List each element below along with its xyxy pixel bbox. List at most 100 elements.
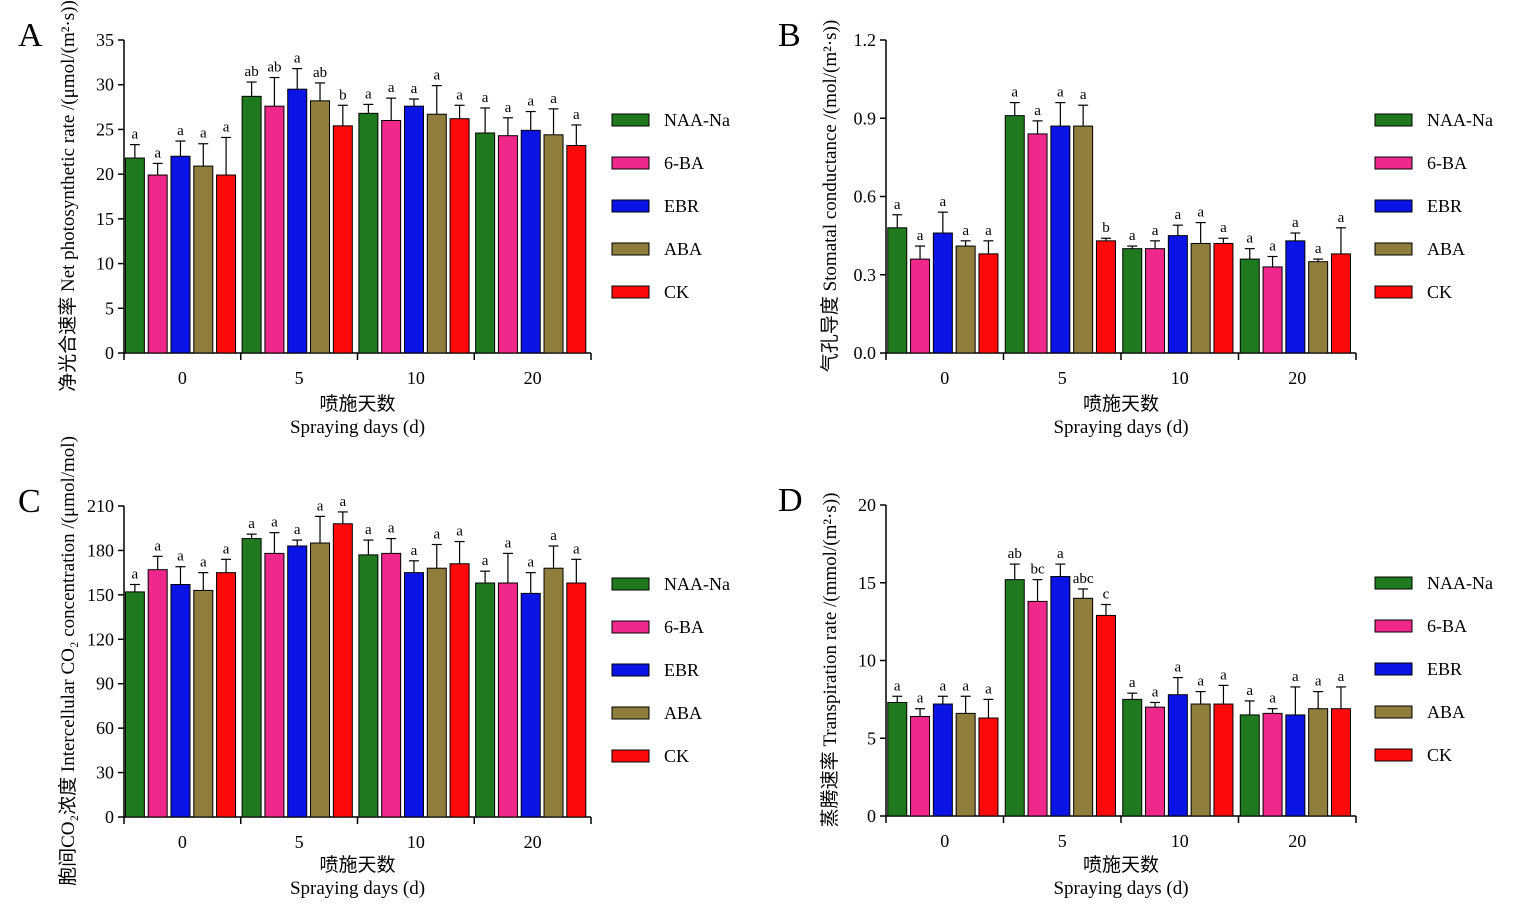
y-tick-label: 0 [105,807,114,827]
bar [475,132,496,354]
legend-label: 6-BA [1427,616,1467,636]
bar [955,245,976,354]
significance-label: a [940,678,947,694]
y-tick-label: 0.9 [854,108,877,128]
bar [1027,600,1048,817]
bar [932,232,953,354]
bar [1050,125,1071,354]
legend-swatch [611,706,650,720]
y-tick-label: 180 [87,540,114,560]
panel-letter: B [778,17,801,54]
bar [1004,115,1025,354]
x-tick-label: 5 [295,832,304,852]
y-tick-label: 10 [858,651,876,671]
x-tick-label: 0 [940,831,949,851]
bar [1190,242,1211,354]
x-axis-title-en: Spraying days (d) [290,417,425,438]
bar [1262,266,1283,354]
significance-label: a [433,68,440,84]
significance-label: a [962,223,969,239]
bar [1145,248,1166,354]
bar [147,174,168,354]
bar [1004,579,1025,817]
significance-label: a [550,91,557,107]
y-tick-label: 30 [96,763,114,783]
significance-label: a [294,51,301,67]
y-tick-label: 35 [96,30,114,50]
significance-label: a [1129,228,1136,244]
significance-label: a [411,543,418,559]
significance-label: a [200,555,207,571]
y-tick-label: 5 [105,298,114,318]
bar [1213,703,1234,817]
significance-label: a [1246,231,1253,247]
x-axis-title-cn: 喷施天数 [319,393,395,415]
bar [332,125,353,354]
bar [449,563,470,818]
significance-label: a [154,145,161,161]
significance-label: bc [1030,562,1045,578]
bar [543,134,564,354]
bar [1213,242,1234,354]
y-axis-title: 蒸腾速率 Transpiration rate /(mmol/(m²·s)) [819,493,841,828]
bar [932,703,953,817]
legend-label: EBR [664,196,699,216]
bar [310,542,331,818]
legend-label: 6-BA [664,617,704,637]
significance-label: a [1269,238,1276,254]
legend-label: 6-BA [664,153,704,173]
significance-label: a [411,81,418,97]
significance-label: a [1057,85,1064,101]
significance-label: a [456,524,463,540]
bar [978,253,999,354]
significance-label: a [248,516,255,532]
bar [1308,708,1329,817]
y-tick-label: 0.0 [854,343,877,363]
bar [147,569,168,818]
y-tick-label: 120 [87,629,114,649]
legend-swatch [611,156,650,170]
legend-label: CK [664,746,689,766]
bar [426,567,447,818]
y-tick-label: 0 [105,343,114,363]
x-tick-label: 20 [1288,368,1306,388]
significance-label: a [482,90,489,106]
legend-label: EBR [664,660,699,680]
significance-label: b [1102,220,1110,236]
x-axis-title-en: Spraying days (d) [1053,878,1188,899]
bar [358,554,379,818]
significance-label: a [1011,85,1018,101]
y-tick-label: 20 [96,164,114,184]
legend-label: ABA [664,239,702,259]
y-axis-title-cn: 气孔导度 [819,291,841,372]
bar [475,582,496,818]
significance-label: a [433,527,440,543]
bar [264,552,285,818]
y-axis-title: 气孔导度 Stomatal conductance /(mol/(m²·s)) [819,20,841,372]
bar [170,583,191,818]
y-axis-title-cn: 净光合速率 [57,292,79,392]
legend-label: ABA [1427,239,1465,259]
y-axis-title-cn: 胞间CO₂浓度 [57,772,79,886]
y-tick-label: 25 [96,119,114,139]
significance-label: a [985,681,992,697]
y-tick-label: 30 [96,75,114,95]
bar [1073,125,1094,354]
bar [287,88,308,354]
significance-label: a [917,691,924,707]
bar [287,545,308,818]
significance-label: a [177,549,184,565]
bar [403,572,424,818]
x-axis-title-cn: 喷施天数 [319,854,395,876]
significance-label: a [1034,103,1041,119]
legend-swatch [1374,576,1413,590]
x-tick-label: 0 [178,368,187,388]
y-tick-label: 15 [96,209,114,229]
panel-letter: C [18,483,41,520]
bar [887,227,908,354]
significance-label: ab [1008,546,1022,562]
significance-label: a [294,522,301,538]
significance-label: a [388,80,395,96]
y-tick-label: 5 [867,728,876,748]
